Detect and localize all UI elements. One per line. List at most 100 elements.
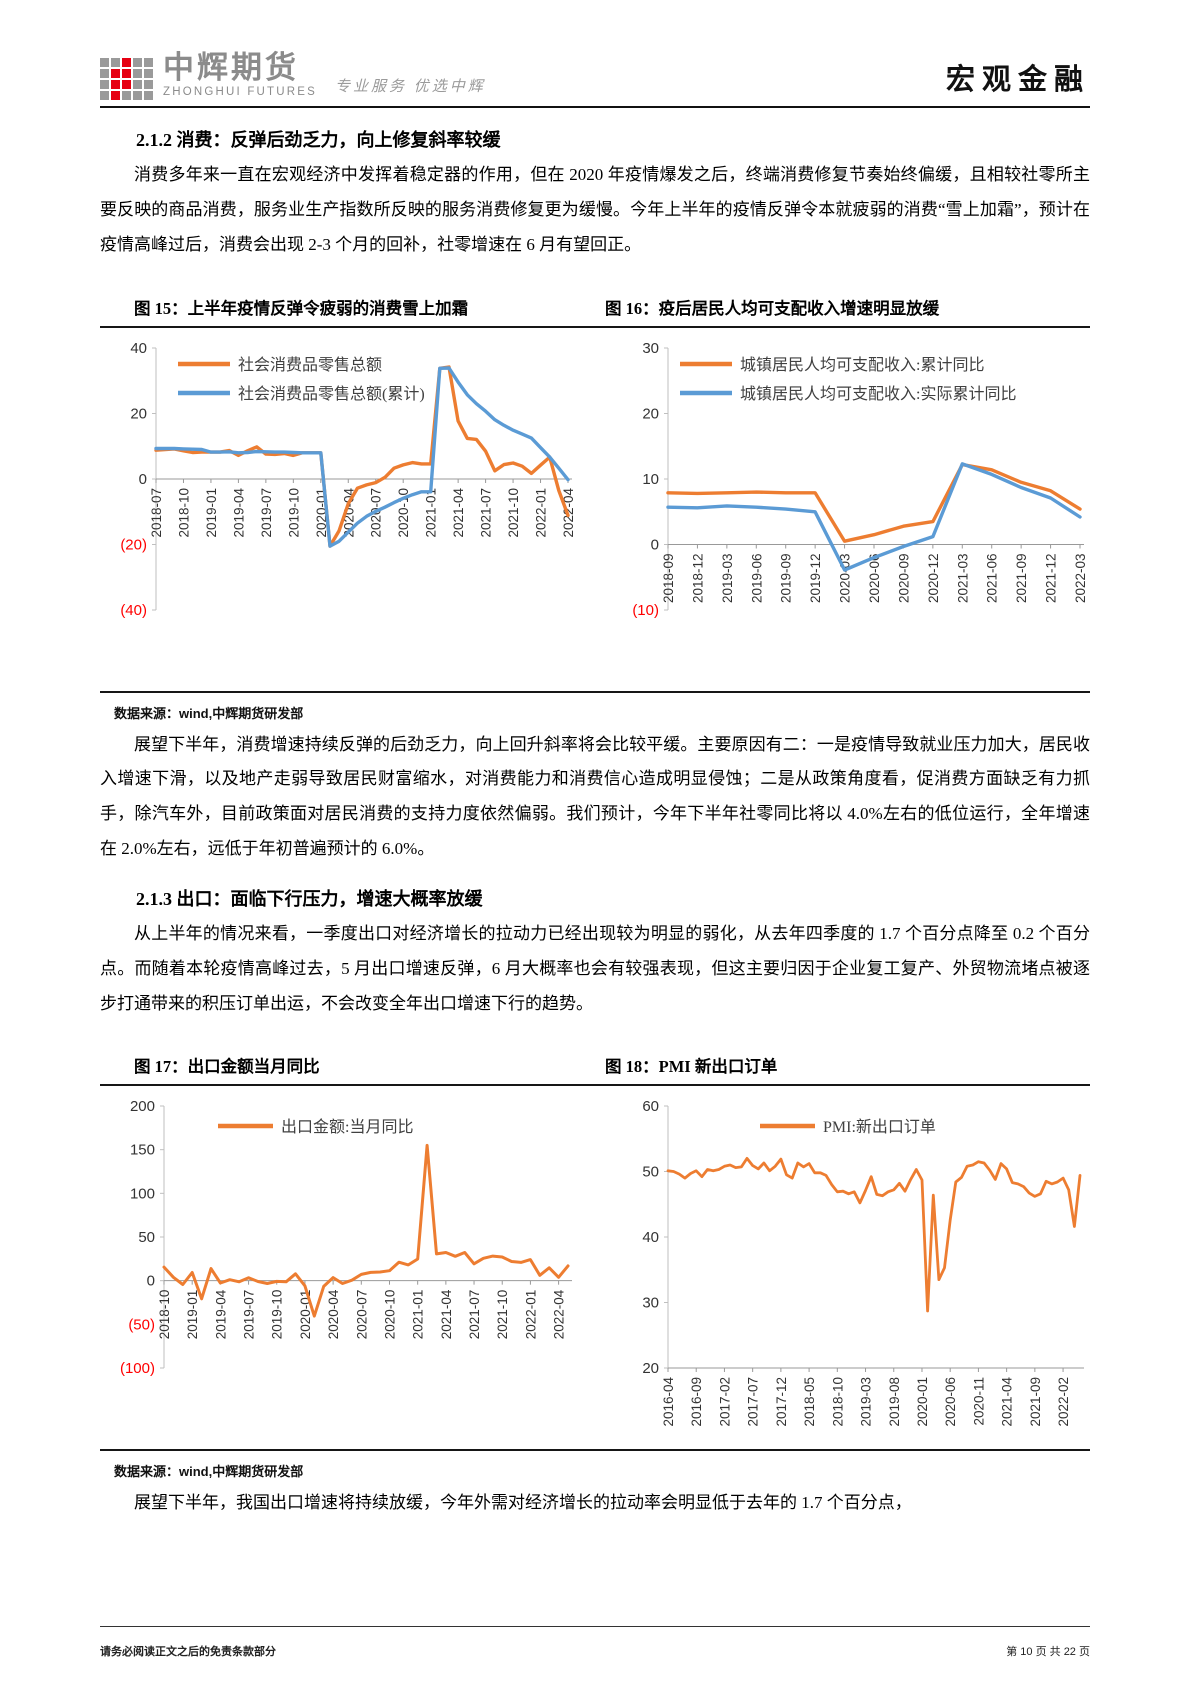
svg-text:2020-07: 2020-07 — [354, 1290, 369, 1340]
footer-page-number: 第 10 页 共 22 页 — [1006, 1646, 1090, 1658]
svg-text:2021-04: 2021-04 — [1000, 1377, 1015, 1427]
svg-text:2019-04: 2019-04 — [231, 487, 246, 537]
section-heading-export: 2.1.3 出口：面临下行压力，增速大概率放缓 — [136, 888, 483, 909]
svg-text:2019-04: 2019-04 — [213, 1290, 228, 1340]
svg-text:0: 0 — [147, 1273, 155, 1290]
svg-text:2018-10: 2018-10 — [157, 1290, 172, 1340]
svg-text:2019-10: 2019-10 — [286, 488, 301, 538]
svg-text:2019-07: 2019-07 — [259, 488, 274, 538]
svg-text:2021-01: 2021-01 — [411, 1290, 426, 1340]
fig17-line-chart: 200 150 100 50 0 (50) (100) 2018-10 2019-01 2019-… — [100, 1092, 578, 1447]
svg-text:30: 30 — [642, 340, 659, 357]
svg-text:2018-10: 2018-10 — [830, 1377, 845, 1427]
svg-text:2020-12: 2020-12 — [926, 553, 941, 603]
svg-text:2017-07: 2017-07 — [746, 1377, 761, 1427]
svg-text:城镇居民人均可支配收入:累计同比: 城镇居民人均可支配收入:累计同比 — [740, 356, 984, 374]
svg-text:2021-01: 2021-01 — [424, 488, 439, 538]
company-logo: 中辉期货 ZHONGHUI FUTURES 专业服务 优选中辉 — [100, 52, 486, 100]
svg-text:0: 0 — [651, 536, 659, 553]
svg-text:2017-02: 2017-02 — [717, 1377, 732, 1427]
svg-text:2019-01: 2019-01 — [204, 488, 219, 538]
svg-text:(100): (100) — [120, 1360, 155, 1377]
logo-text: 中辉期货 ZHONGHUI FUTURES — [163, 52, 317, 99]
svg-text:(20): (20) — [120, 536, 147, 553]
svg-text:2020-01: 2020-01 — [298, 1290, 313, 1340]
svg-text:50: 50 — [138, 1229, 155, 1246]
svg-text:2021-07: 2021-07 — [467, 1290, 482, 1340]
svg-text:2020-10: 2020-10 — [382, 1290, 397, 1340]
svg-text:200: 200 — [130, 1098, 155, 1115]
fig18-line-chart: 60 50 40 30 20 2016-04 2016-09 2017-02 2017-07 20… — [612, 1092, 1090, 1447]
logo-name-cn: 中辉期货 — [163, 50, 299, 85]
zhonghui-logo-icon — [100, 58, 153, 100]
svg-text:2021-09: 2021-09 — [1028, 1377, 1043, 1427]
header-divider — [100, 106, 1090, 108]
svg-text:2018-05: 2018-05 — [802, 1377, 817, 1427]
svg-text:2018-12: 2018-12 — [690, 553, 705, 603]
svg-text:20: 20 — [642, 405, 659, 422]
svg-text:40: 40 — [130, 340, 147, 357]
svg-text:2020-09: 2020-09 — [896, 553, 911, 603]
figure-title-row-2: 图 17：出口金额当月同比 图 18：PMI 新出口订单 — [100, 1053, 1090, 1087]
footer-disclaimer: 请务必阅读正文之后的免责条款部分 — [100, 1646, 276, 1658]
svg-text:2021-09: 2021-09 — [1014, 553, 1029, 603]
svg-text:2018-10: 2018-10 — [176, 488, 191, 538]
svg-text:100: 100 — [130, 1186, 155, 1203]
svg-text:2017-12: 2017-12 — [774, 1377, 789, 1427]
svg-text:(50): (50) — [128, 1317, 155, 1334]
svg-text:2022-01: 2022-01 — [534, 488, 549, 538]
svg-text:20: 20 — [130, 405, 147, 422]
svg-text:(10): (10) — [632, 602, 659, 619]
svg-text:2019-08: 2019-08 — [887, 1377, 902, 1427]
svg-text:社会消费品零售总额: 社会消费品零售总额 — [238, 356, 382, 374]
svg-text:2019-12: 2019-12 — [808, 553, 823, 603]
svg-text:2020-06: 2020-06 — [867, 553, 882, 603]
fig16-line-chart: 30 20 10 0 (10) 2018-09 2018-12 2019-03 2019-06 2… — [612, 334, 1090, 689]
fig15-line-chart: 40 20 0 (20) (40) 2018-07 2018-10 2019-01 2019-0… — [100, 334, 578, 689]
svg-text:2020-04: 2020-04 — [341, 487, 356, 537]
page-header: 中辉期货 ZHONGHUI FUTURES 专业服务 优选中辉 宏观金融 — [100, 28, 1090, 100]
svg-text:2020-04: 2020-04 — [326, 1290, 341, 1340]
consumption-paragraph-1: 消费多年来一直在宏观经济中发挥着稳定器的作用，但在 2020 年疫情爆发之后，终… — [100, 165, 1090, 254]
svg-text:2019-03: 2019-03 — [859, 1377, 874, 1427]
svg-text:2020-11: 2020-11 — [971, 1377, 986, 1426]
data-source-label-1: 数据来源：wind,中辉期货研发部 — [114, 705, 304, 721]
export-paragraph-1: 从上半年的情况来看，一季度出口对经济增长的拉动力已经出现较为明显的弱化，从去年四… — [100, 923, 1090, 1013]
svg-text:2018-07: 2018-07 — [149, 488, 164, 538]
svg-text:0: 0 — [139, 471, 147, 488]
svg-text:2018-09: 2018-09 — [661, 553, 676, 603]
svg-text:2021-07: 2021-07 — [479, 488, 494, 538]
logo-tagline: 专业服务 优选中辉 — [335, 79, 486, 95]
svg-text:2021-10: 2021-10 — [506, 488, 521, 538]
svg-text:(40): (40) — [120, 602, 147, 619]
figure-block-2: 200 150 100 50 0 (50) (100) 2018-10 2019-01 2019-… — [100, 1086, 1090, 1452]
data-source-label-2: 数据来源：wind,中辉期货研发部 — [114, 1464, 304, 1480]
svg-text:150: 150 — [130, 1142, 155, 1159]
figure18-title: 图 18：PMI 新出口订单 — [605, 1057, 778, 1077]
svg-text:60: 60 — [642, 1098, 659, 1115]
svg-text:2021-06: 2021-06 — [985, 553, 1000, 603]
figure16-title: 图 16：疫后居民人均可支配收入增速明显放缓 — [605, 298, 940, 318]
consumption-paragraph-2: 展望下半年，消费增速持续反弹的后劲乏力，向上回升斜率将会比较平缓。主要原因有二：… — [100, 734, 1090, 859]
svg-text:20: 20 — [642, 1360, 659, 1377]
svg-text:PMI:新出口订单: PMI:新出口订单 — [823, 1118, 936, 1136]
section-heading-consumption: 2.1.2 消费：反弹后劲乏力，向上修复斜率较缓 — [136, 130, 501, 150]
figure17-title: 图 17：出口金额当月同比 — [134, 1057, 320, 1077]
svg-text:2021-04: 2021-04 — [451, 487, 466, 537]
svg-text:2016-09: 2016-09 — [689, 1377, 704, 1427]
svg-text:2022-02: 2022-02 — [1056, 1377, 1071, 1427]
svg-text:2019-03: 2019-03 — [720, 553, 735, 603]
svg-text:2019-07: 2019-07 — [242, 1290, 257, 1340]
svg-text:出口金额:当月同比: 出口金额:当月同比 — [281, 1118, 413, 1136]
svg-text:2019-06: 2019-06 — [749, 553, 764, 603]
svg-text:2022-01: 2022-01 — [523, 1290, 538, 1340]
svg-text:2021-12: 2021-12 — [1044, 553, 1059, 603]
svg-text:30: 30 — [642, 1295, 659, 1312]
logo-name-en: ZHONGHUI FUTURES — [163, 86, 318, 98]
report-category-title: 宏观金融 — [945, 64, 1090, 96]
svg-text:2020-01: 2020-01 — [915, 1377, 930, 1427]
svg-text:50: 50 — [642, 1164, 659, 1181]
svg-text:2022-04: 2022-04 — [552, 1290, 567, 1340]
svg-text:2021-10: 2021-10 — [495, 1290, 510, 1340]
